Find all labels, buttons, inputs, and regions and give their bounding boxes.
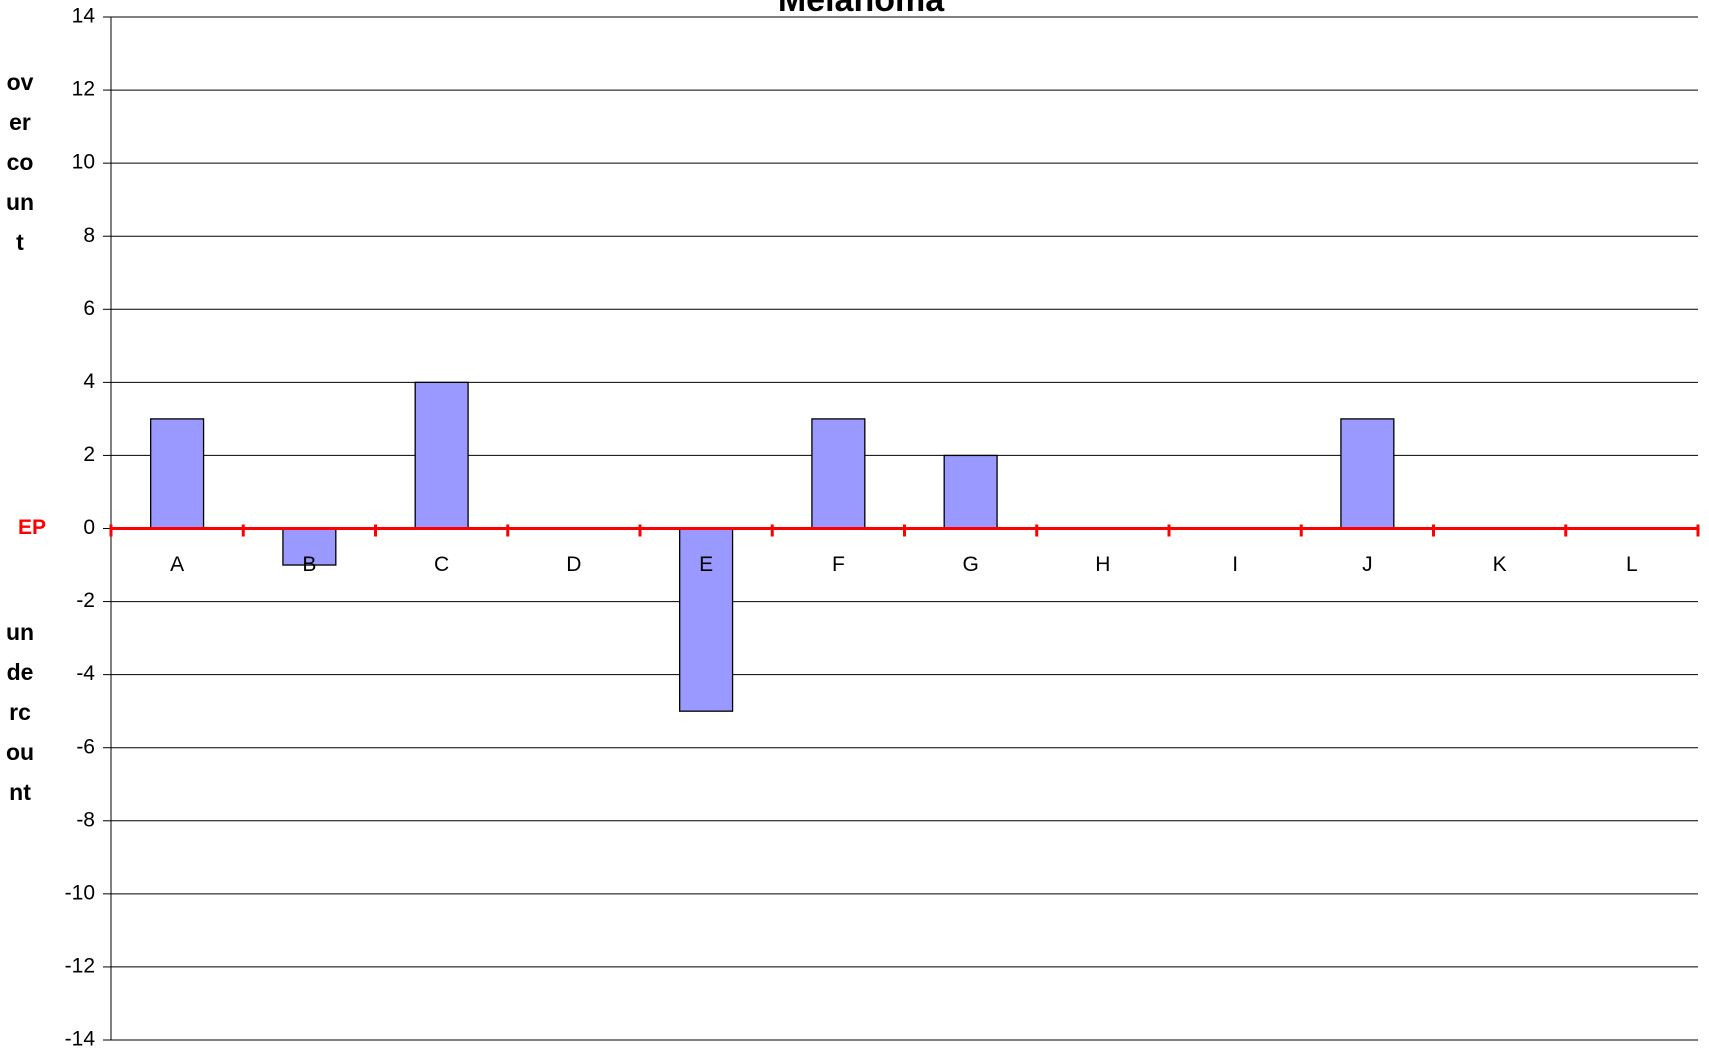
y-tick-label: -2 [76,589,95,612]
x-tick-label: G [962,553,978,576]
y-tick-label: 0 [83,516,95,539]
x-tick-label: K [1493,553,1507,576]
x-tick-label: I [1232,553,1238,576]
x-tick-label: E [699,553,713,576]
y-tick-label: -12 [65,954,95,977]
x-tick-label: D [566,553,581,576]
bar [943,454,998,530]
y-tick-label: -8 [76,808,95,831]
y-label-bottom: undercount [5,619,35,805]
bar [811,418,866,530]
x-axis-label: EP [18,516,46,539]
bar [414,381,469,530]
x-tick-label: J [1362,553,1373,576]
y-tick-label: -6 [76,735,95,758]
y-tick-label: -14 [65,1028,96,1051]
y-tick-label: 8 [83,224,95,247]
bar [1340,418,1395,530]
x-tick-label: H [1095,553,1110,576]
x-tick-label: F [832,553,845,576]
y-tick-label: 6 [83,297,95,320]
y-tick-label: 14 [72,5,96,28]
y-tick-label: 10 [72,151,95,174]
x-tick-label: B [302,553,316,576]
x-tick-label: L [1626,553,1638,576]
bar [679,527,734,712]
y-tick-label: 4 [83,370,95,393]
x-tick-label: A [170,553,184,576]
x-tick-label: C [434,553,449,576]
y-tick-label: -4 [76,662,95,685]
chart-title: Melanoma [778,0,945,19]
y-tick-label: 12 [72,78,95,101]
bar [150,418,205,530]
y-tick-label: 2 [83,443,95,466]
y-label-top: overcount [5,69,35,255]
y-tick-label: -10 [65,881,95,904]
